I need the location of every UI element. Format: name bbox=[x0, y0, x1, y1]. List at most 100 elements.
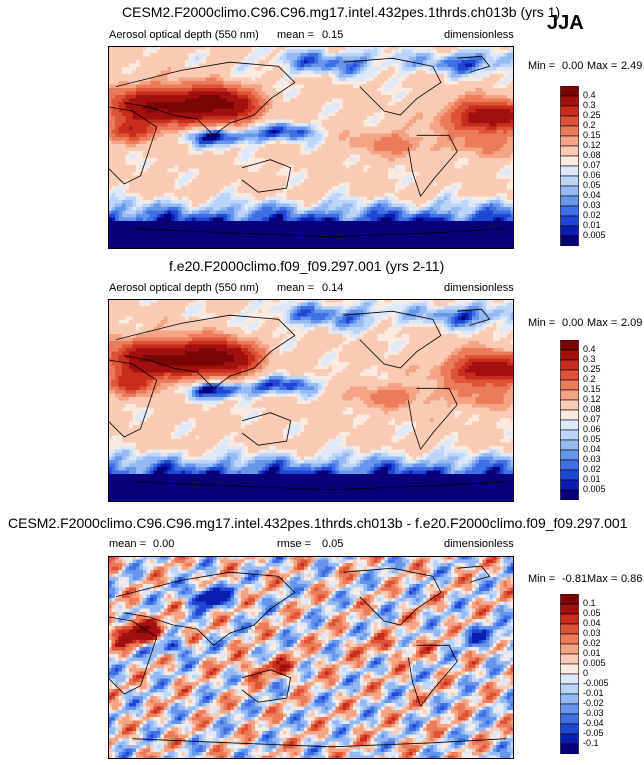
panel-1-min-label: Min = bbox=[528, 60, 555, 72]
colorbar-swatch bbox=[560, 419, 579, 431]
colorbar-tick-label: 0.02 bbox=[583, 464, 601, 474]
coastline bbox=[457, 55, 491, 73]
colorbar-tick-label: -0.1 bbox=[583, 738, 599, 748]
coastline bbox=[343, 310, 442, 369]
panel-1-colorbar: 0.4 0.3 0.25 0.2 0.15 0.12 0.08 0.07 0.06 0.05 0.0… bbox=[560, 86, 640, 246]
colorbar-swatch bbox=[560, 489, 579, 500]
panel-1-mean-value: 0.15 bbox=[322, 29, 343, 41]
colorbar-tick-label: -0.03 bbox=[583, 708, 604, 718]
colorbar-swatch bbox=[560, 459, 579, 471]
colorbar-swatch bbox=[560, 165, 579, 177]
coastline bbox=[408, 644, 458, 708]
colorbar-tick-label: 0.005 bbox=[583, 484, 606, 494]
colorbar-swatch bbox=[560, 409, 579, 421]
colorbar-swatch bbox=[560, 155, 579, 167]
colorbar-swatch bbox=[560, 469, 579, 481]
colorbar-swatch bbox=[560, 235, 579, 246]
colorbar-swatch bbox=[560, 643, 579, 655]
panel-3-rmse-value: 0.05 bbox=[322, 538, 343, 550]
coastline bbox=[116, 314, 296, 389]
colorbar-swatch bbox=[560, 603, 579, 615]
coastline bbox=[457, 308, 491, 326]
panel-2-mean-value: 0.14 bbox=[322, 282, 343, 294]
colorbar-tick-label: -0.02 bbox=[583, 698, 604, 708]
coastline bbox=[408, 134, 458, 198]
colorbar-tick-label: 0.01 bbox=[583, 220, 601, 230]
panel-2-mean-label: mean = bbox=[277, 282, 314, 294]
colorbar-swatch bbox=[560, 389, 579, 401]
colorbar-swatch bbox=[560, 594, 579, 605]
coastline bbox=[241, 412, 292, 446]
colorbar-tick-label: -0.05 bbox=[583, 728, 604, 738]
colorbar-tick-label: 0.15 bbox=[583, 130, 601, 140]
coastline bbox=[116, 571, 296, 646]
colorbar-swatch bbox=[560, 743, 579, 754]
colorbar-tick-label: 0.06 bbox=[583, 424, 601, 434]
colorbar-tick-label: 0.4 bbox=[583, 344, 596, 354]
colorbar-swatch bbox=[560, 613, 579, 625]
colorbar-tick-label: 0.12 bbox=[583, 140, 601, 150]
colorbar-swatch bbox=[560, 693, 579, 705]
field-cells bbox=[108, 556, 514, 759]
panel-2-colorbar: 0.4 0.3 0.25 0.2 0.15 0.12 0.08 0.07 0.06 0.05 0.0… bbox=[560, 340, 640, 500]
panel-3-units: dimensionless bbox=[444, 538, 514, 550]
panel-3-rmse-label: rmse = bbox=[277, 538, 311, 550]
coastline bbox=[132, 228, 506, 238]
colorbar-tick-label: 0.05 bbox=[583, 180, 601, 190]
colorbar-swatch bbox=[560, 663, 579, 675]
coastline bbox=[241, 159, 292, 193]
colorbar-tick-label: 0.03 bbox=[583, 628, 601, 638]
colorbar-tick-label: 0.15 bbox=[583, 384, 601, 394]
panel-2-max-value: 2.09 bbox=[621, 317, 642, 329]
colorbar-tick-label: 0.2 bbox=[583, 374, 596, 384]
panel-3-mean-label: mean = bbox=[109, 538, 146, 550]
colorbar-tick-label: 0.005 bbox=[583, 658, 606, 668]
colorbar-swatch bbox=[560, 225, 579, 237]
panel-1-min-value: 0.00 bbox=[562, 60, 583, 72]
panel-3-colorbar: 0.1 0.05 0.04 0.03 0.02 0.01 0.005 0 -0.005 -0.01… bbox=[560, 594, 640, 754]
panel-1-map bbox=[108, 46, 514, 249]
panel-2-variable: Aerosol optical depth (550 nm) bbox=[109, 282, 259, 294]
colorbar-swatch bbox=[560, 145, 579, 157]
colorbar-tick-label: 0.4 bbox=[583, 90, 596, 100]
colorbar-swatch bbox=[560, 379, 579, 391]
colorbar-swatch bbox=[560, 623, 579, 635]
colorbar-tick-label: 0.08 bbox=[583, 150, 601, 160]
coastline bbox=[132, 738, 506, 748]
colorbar-tick-label: 0 bbox=[583, 668, 588, 678]
colorbar-tick-label: 0.25 bbox=[583, 364, 601, 374]
colorbar-tick-label: 0.04 bbox=[583, 190, 601, 200]
colorbar-swatch bbox=[560, 185, 579, 197]
panel-3-max-value: 0.86 bbox=[621, 573, 642, 585]
colorbar-swatch bbox=[560, 633, 579, 645]
colorbar-swatch bbox=[560, 115, 579, 127]
coastline bbox=[116, 61, 296, 136]
colorbar-swatch bbox=[560, 95, 579, 107]
colorbar-tick-label: -0.01 bbox=[583, 688, 604, 698]
colorbar-swatch bbox=[560, 429, 579, 441]
colorbar-tick-label: 0.3 bbox=[583, 354, 596, 364]
colorbar-tick-label: 0.08 bbox=[583, 404, 601, 414]
colorbar-tick-label: 0.25 bbox=[583, 110, 601, 120]
colorbar-swatch bbox=[560, 449, 579, 461]
colorbar-tick-label: -0.005 bbox=[583, 678, 609, 688]
colorbar-swatch bbox=[560, 733, 579, 745]
colorbar-tick-label: 0.2 bbox=[583, 120, 596, 130]
colorbar-tick-label: 0.04 bbox=[583, 444, 601, 454]
panel-3-map bbox=[108, 556, 514, 759]
colorbar-tick-label: 0.04 bbox=[583, 618, 601, 628]
panel-3-title: CESM2.F2000climo.C96.C96.mg17.intel.432p… bbox=[8, 515, 628, 531]
colorbar-swatch bbox=[560, 369, 579, 381]
colorbar-swatch bbox=[560, 215, 579, 227]
coastline bbox=[457, 565, 491, 583]
colorbar-tick-label: 0.05 bbox=[583, 608, 601, 618]
coastline bbox=[108, 616, 158, 695]
panel-1-mean-label: mean = bbox=[277, 29, 314, 41]
colorbar-tick-label: 0.01 bbox=[583, 648, 601, 658]
map-frame bbox=[108, 556, 514, 759]
colorbar-swatch bbox=[560, 175, 579, 187]
colorbar-swatch bbox=[560, 125, 579, 137]
colorbar-swatch bbox=[560, 439, 579, 451]
colorbar-swatch bbox=[560, 205, 579, 217]
colorbar-tick-label: 0.07 bbox=[583, 414, 601, 424]
